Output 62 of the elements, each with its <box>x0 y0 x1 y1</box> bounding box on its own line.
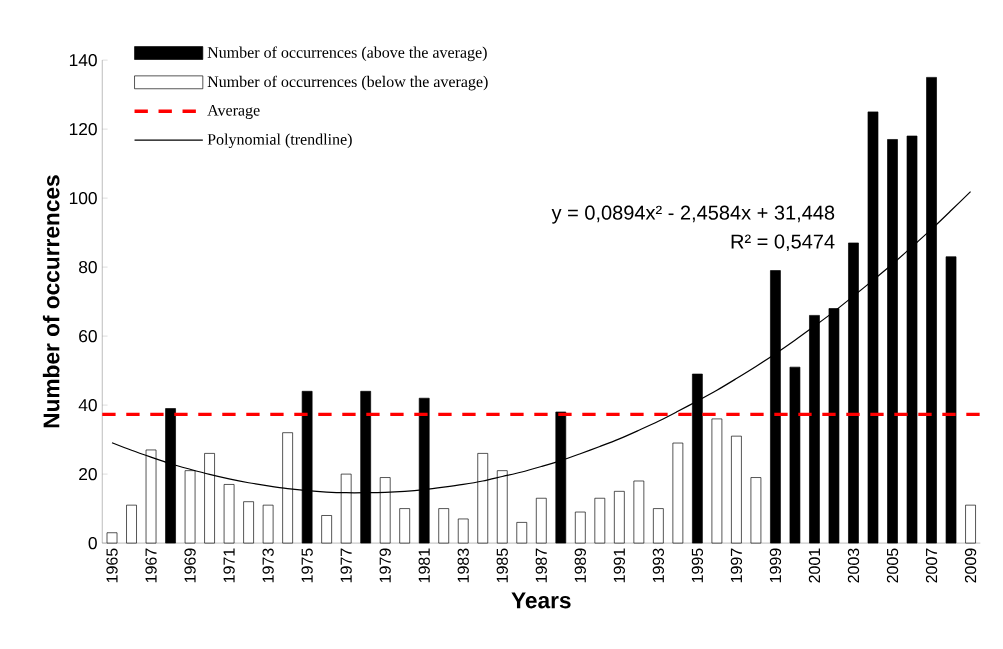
bar <box>789 366 801 544</box>
bar <box>672 442 684 544</box>
bar <box>243 501 254 544</box>
x-tick-label: 1965 <box>106 548 118 583</box>
y-tick-label: 80 <box>79 260 97 274</box>
bar <box>126 504 137 544</box>
x-tick-label: 1993 <box>652 548 665 583</box>
x-tick-label: 2005 <box>886 548 899 583</box>
x-tick-label: 1979 <box>379 548 391 583</box>
annotation: y = 0,0894x² - 2,4584x + 31,448 <box>551 205 835 224</box>
x-tick-label: 1999 <box>769 548 782 583</box>
x-tick-label: 1985 <box>496 548 508 583</box>
x-tick-label: 2009 <box>964 548 977 583</box>
bar <box>223 484 235 544</box>
legend-label: Polynomial (trendline) <box>207 133 352 149</box>
bar <box>750 477 762 544</box>
x-axis-title: Years <box>511 592 571 609</box>
y-tick-label: 140 <box>69 53 97 67</box>
x-tick-label: 2003 <box>847 548 860 583</box>
bar <box>457 518 469 544</box>
bar <box>965 504 976 544</box>
x-tick-label: 1975 <box>301 548 313 583</box>
y-tick-label: 20 <box>79 467 97 481</box>
bar <box>516 522 528 544</box>
bar <box>731 435 742 544</box>
x-tick-label: 1973 <box>262 548 274 583</box>
bar <box>262 504 274 544</box>
x-tick-label: 1971 <box>223 548 235 583</box>
x-tick-label: 1983 <box>457 548 469 583</box>
x-tick-label: 1995 <box>691 548 704 583</box>
x-tick-label: 1981 <box>418 548 430 583</box>
y-axis-title: Number of occurrences <box>42 175 60 428</box>
y-tick-label: 100 <box>69 191 97 205</box>
x-tick-label: 1969 <box>184 548 196 583</box>
bar <box>321 515 332 544</box>
x-tick-label: 2001 <box>808 548 821 583</box>
x-tick-label: 1991 <box>613 548 625 583</box>
y-tick-label: 60 <box>79 329 97 343</box>
legend-label: Number of occurrences (below the average) <box>207 75 488 91</box>
x-tick-label: 2007 <box>925 548 938 583</box>
bar <box>399 508 411 544</box>
bar <box>613 490 625 544</box>
y-tick-label: 120 <box>69 122 97 136</box>
annotation: R² = 0,5474 <box>731 234 835 251</box>
legend-label: Number of occurrences (above the average) <box>207 46 487 62</box>
x-tick-label: 1987 <box>535 548 547 583</box>
x-tick-label: 1997 <box>730 548 743 583</box>
y-tick-label: 40 <box>78 398 97 412</box>
y-tick-label: 0 <box>88 536 97 550</box>
bar <box>594 497 606 544</box>
bar <box>574 511 586 544</box>
legend-label: Average <box>207 104 260 119</box>
bar <box>106 532 118 544</box>
x-tick-label: 1967 <box>145 548 157 583</box>
bar <box>633 480 645 544</box>
bar <box>945 256 957 544</box>
bar <box>653 508 664 544</box>
x-tick-label: 1989 <box>574 548 586 583</box>
bar <box>535 497 547 544</box>
x-tick-label: 1977 <box>340 548 352 583</box>
bar <box>438 508 450 544</box>
bar <box>711 418 723 544</box>
